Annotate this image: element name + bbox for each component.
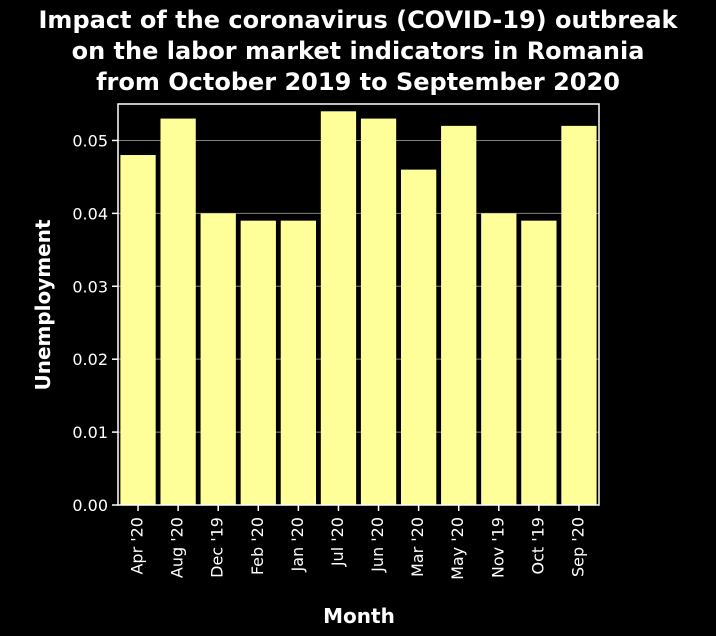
y-tick-label: 0.05 [72, 131, 108, 150]
chart-title-line-3: from October 2019 to September 2020 [96, 68, 620, 96]
bar [160, 118, 196, 505]
bar [240, 220, 276, 505]
plot-frame [117, 103, 600, 506]
x-tick-label: Aug '20 [168, 517, 187, 578]
x-tick-label: Sep '20 [568, 517, 587, 577]
y-tick-label: 0.00 [72, 496, 108, 515]
bar [280, 220, 317, 505]
y-tick-layer: 0.00 0.01 0.02 0.03 0.04 0.05 [72, 131, 118, 515]
chart-title-line-2: on the labor market indicators in Romani… [71, 37, 645, 65]
bar [120, 155, 156, 505]
x-tick-label: Apr '20 [128, 517, 147, 575]
x-tick-label: Oct '19 [528, 517, 547, 575]
x-tick-label: Feb '20 [248, 517, 267, 575]
y-tick-label: 0.04 [72, 204, 108, 223]
bar [400, 169, 437, 506]
bar [481, 213, 517, 505]
y-tick-label: 0.03 [72, 277, 108, 296]
bar [561, 125, 597, 505]
bar [441, 125, 477, 505]
bar [521, 220, 557, 505]
x-axis-label: Month [323, 604, 395, 628]
y-tick-label: 0.01 [72, 423, 108, 442]
x-tick-label: May '20 [448, 517, 467, 580]
x-tick-label: Mar '20 [408, 517, 427, 577]
x-tick-label: Dec '19 [208, 517, 227, 578]
axis-layer [117, 103, 600, 506]
bar [360, 118, 397, 505]
x-tick-label: Jul '20 [328, 517, 347, 567]
x-tick-label: Jun '20 [368, 517, 387, 573]
bar [200, 213, 236, 505]
x-tick-label: Jan '20 [288, 517, 307, 573]
bar [320, 111, 357, 506]
y-tick-label: 0.02 [72, 350, 108, 369]
x-tick-layer: Apr '20 Aug '20 Dec '19 Feb '20 Jan '20 Jul '… [128, 505, 587, 580]
x-tick-label: Nov '19 [488, 517, 507, 578]
bar-layer [120, 111, 597, 506]
y-axis-label: Unemployment [31, 219, 55, 390]
chart-title-line-1: Impact of the coronavirus (COVID-19) out… [38, 6, 678, 34]
